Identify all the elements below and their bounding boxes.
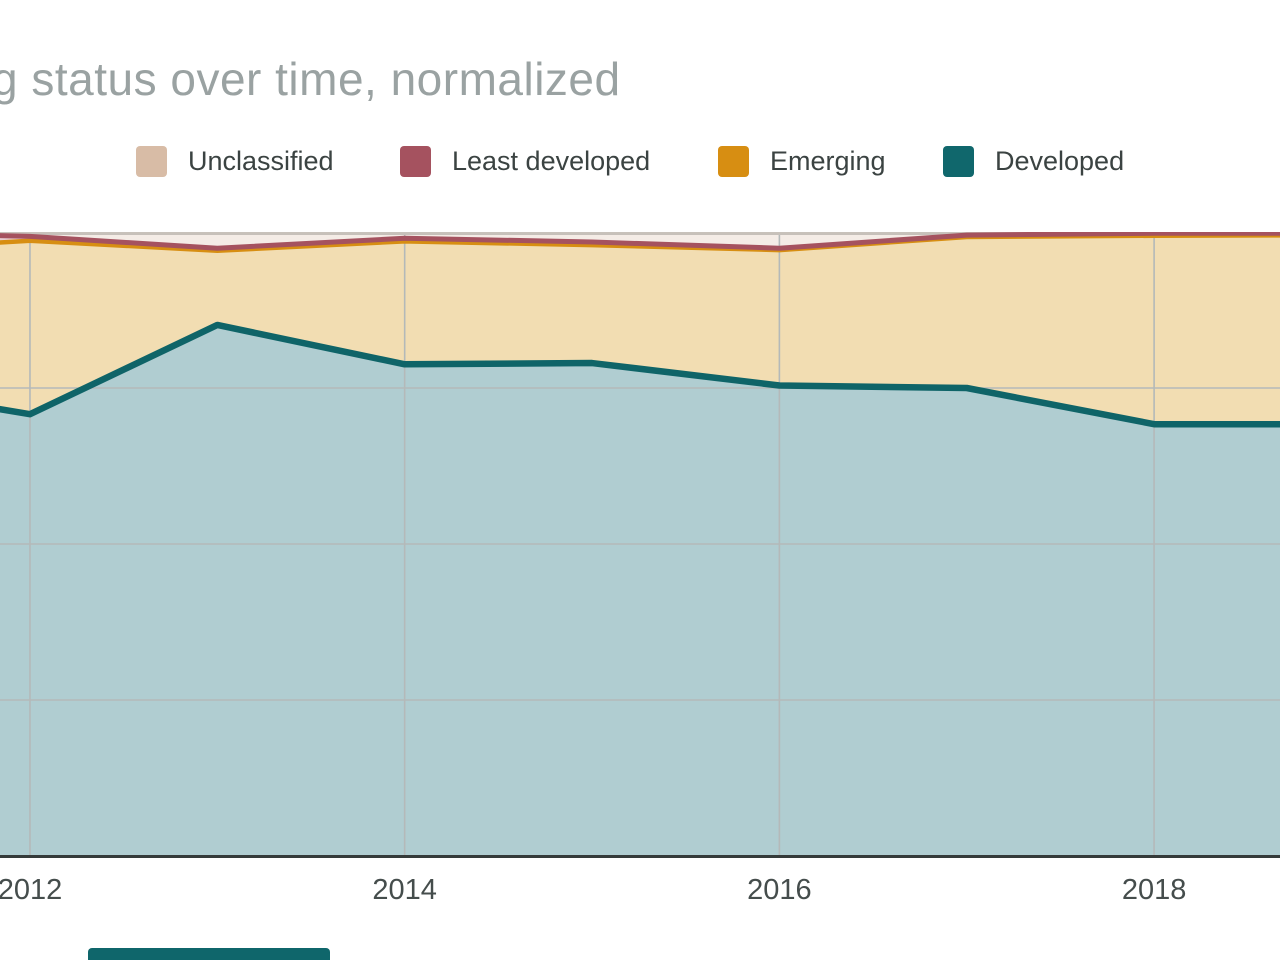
legend-swatch-emerging — [718, 146, 749, 177]
legend-swatch-unclassified — [136, 146, 167, 177]
legend-label-least-developed: Least developed — [452, 146, 651, 176]
legend-swatch-least-developed — [400, 146, 431, 177]
legend-swatch-developed — [943, 146, 974, 177]
x-axis-line — [0, 855, 1280, 858]
legend-item-unclassified: Unclassified — [136, 146, 334, 177]
x-tick-label-2018: 2018 — [1121, 874, 1187, 906]
legend: Unclassified Least developed Emerging De… — [0, 146, 1280, 180]
x-axis-labels: 2012 2014 2016 2018 — [0, 874, 1280, 914]
legend-item-developed: Developed — [943, 146, 1124, 177]
attribution-fragment — [88, 948, 330, 960]
legend-label-unclassified: Unclassified — [188, 146, 334, 176]
plot-canvas — [0, 232, 1280, 856]
x-tick-label-2014: 2014 — [372, 874, 437, 906]
chart-title: g status over time, normalized — [0, 53, 621, 105]
legend-label-emerging: Emerging — [770, 146, 886, 176]
legend-item-emerging: Emerging — [718, 146, 886, 177]
legend-label-developed: Developed — [995, 146, 1125, 176]
x-tick-label-2016: 2016 — [747, 874, 812, 906]
legend-item-least-developed: Least developed — [400, 146, 650, 177]
stacked-area-plot — [0, 232, 1280, 856]
x-tick-label-2012: 2012 — [0, 874, 63, 906]
